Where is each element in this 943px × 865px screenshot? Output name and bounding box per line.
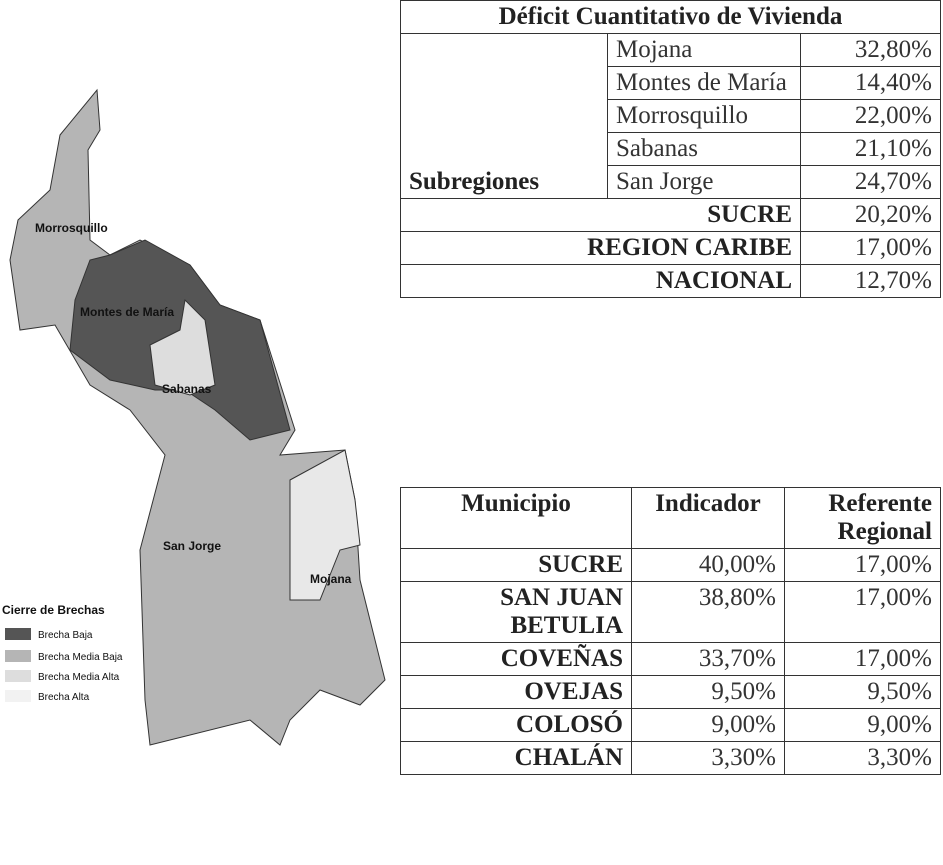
cell: 14,40% <box>800 66 941 100</box>
legend-item: Brecha Alta <box>38 692 90 703</box>
row: REGION CARIBE 17,00% <box>400 231 941 265</box>
region-base <box>9 88 386 746</box>
cell: REGION CARIBE <box>400 231 801 265</box>
cell: 38,80% <box>631 581 785 643</box>
cell: Indicador <box>631 487 785 549</box>
cell: 22,00% <box>800 99 941 133</box>
row: NACIONAL 12,70% <box>400 264 941 298</box>
cell: 17,00% <box>784 581 941 643</box>
cell: 20,20% <box>800 198 941 232</box>
map-label: Morrosquillo <box>35 221 108 235</box>
cell: 32,80% <box>800 33 941 67</box>
table: Municipio Indicador Referente Regional SUCR… <box>400 487 941 775</box>
legend-swatch <box>5 670 31 682</box>
cell: COVEÑAS <box>400 642 632 676</box>
row: Déficit Cuantitativo de Vivienda <box>400 0 941 34</box>
cell: CHALÁN <box>400 741 632 775</box>
legend-title: Cierre de Brechas <box>2 603 105 617</box>
row: Montes de María 14,40% <box>401 66 941 100</box>
cell: 9,50% <box>631 675 785 709</box>
map-label: Montes de María <box>80 305 174 319</box>
row: Municipio Indicador Referente Regional <box>400 487 941 549</box>
row: SAN JUAN BETULIA 38,80% 17,00% <box>400 581 941 643</box>
legend-item: Brecha Media Baja <box>38 652 123 663</box>
legend-swatch <box>5 690 31 702</box>
cell: 9,00% <box>631 708 785 742</box>
map-label: Sabanas <box>162 382 212 396</box>
cell: SAN JUAN BETULIA <box>400 581 632 643</box>
cell: Mojana <box>607 33 801 67</box>
region-light <box>149 298 216 396</box>
cell: 9,00% <box>784 708 941 742</box>
table: Déficit Cuantitativo de Vivienda Subregio… <box>400 0 941 298</box>
map-label: San Jorge <box>163 539 221 553</box>
legend-swatch <box>5 650 31 662</box>
row: Morrosquillo 22,00% <box>401 99 941 133</box>
cell: 17,00% <box>800 231 941 265</box>
cell: Municipio <box>400 487 632 549</box>
row: COLOSÓ 9,00% 9,00% <box>400 708 941 742</box>
cell: 40,00% <box>631 548 785 582</box>
cell: 9,50% <box>784 675 941 709</box>
map: Morrosquillo Montes de María Sabanas San… <box>2 88 386 746</box>
cell: OVEJAS <box>400 675 632 709</box>
row: COVEÑAS 33,70% 17,00% <box>400 642 941 676</box>
legend-swatch <box>5 628 31 640</box>
cell: Referente Regional <box>784 487 941 549</box>
cell: Subregiones <box>400 33 608 199</box>
cell: 3,30% <box>631 741 785 775</box>
region-lighter <box>289 449 361 601</box>
row: CHALÁN 3,30% 3,30% <box>400 741 941 775</box>
row: SUCRE 40,00% 17,00% <box>400 548 941 582</box>
legend-item: Brecha Baja <box>38 630 93 641</box>
row: SUCRE 20,20% <box>400 198 941 232</box>
cell: 3,30% <box>784 741 941 775</box>
row: Subregiones Mojana 32,80% <box>400 33 941 199</box>
legend-item: Brecha Media Alta <box>38 672 120 683</box>
cell: Déficit Cuantitativo de Vivienda <box>400 0 941 34</box>
cell: 17,00% <box>784 548 941 582</box>
cell: San Jorge <box>607 165 801 199</box>
cell: SUCRE <box>400 198 801 232</box>
cell: Montes de María <box>607 66 801 100</box>
cell: COLOSÓ <box>400 708 632 742</box>
cell: 33,70% <box>631 642 785 676</box>
cell: Sabanas <box>607 132 801 166</box>
map-label: Mojana <box>310 572 352 586</box>
cell: 12,70% <box>800 264 941 298</box>
row: OVEJAS 9,50% 9,50% <box>400 675 941 709</box>
row: Sabanas 21,10% <box>401 132 941 166</box>
cell: 21,10% <box>800 132 941 166</box>
cell: 24,70% <box>800 165 941 199</box>
row: San Jorge 24,70% <box>401 165 941 199</box>
cell: 17,00% <box>784 642 941 676</box>
cell: NACIONAL <box>400 264 801 298</box>
cell: Morrosquillo <box>607 99 801 133</box>
cell: SUCRE <box>400 548 632 582</box>
